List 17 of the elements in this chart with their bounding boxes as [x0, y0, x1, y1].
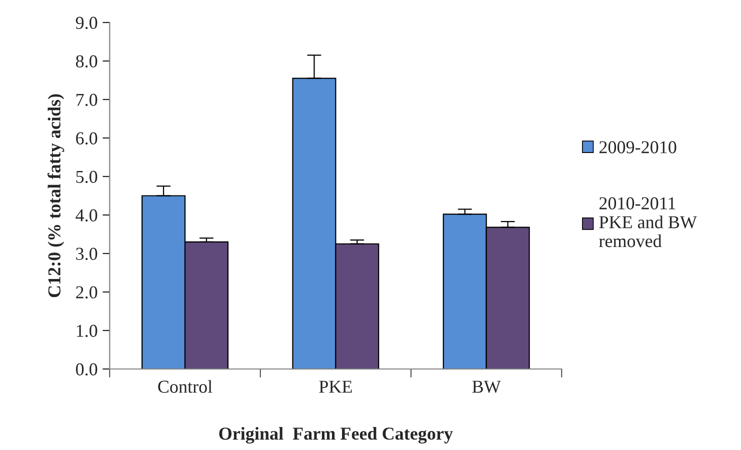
x-tick-label: BW — [472, 380, 501, 393]
y-tick-label: 3.0 — [76, 248, 98, 260]
y-tick-label: 4.0 — [76, 209, 98, 222]
y-tick-label: 0.0 — [76, 363, 98, 376]
y-tick-label: 7.0 — [76, 94, 98, 106]
y-tick-label: 1.0 — [76, 324, 98, 338]
legend-label: 2010-2011 PKE and BW removed — [599, 197, 697, 248]
x-tick-label: PKE — [319, 380, 352, 393]
y-tick-label: 9.0 — [76, 16, 98, 30]
legend-label: 2009-2010 — [599, 141, 676, 154]
x-axis-title: Original Farm Feed Category — [219, 427, 453, 444]
y-axis-title: C12:0 (% total fatty acids) — [48, 94, 64, 298]
y-tick-label: 2.0 — [76, 286, 98, 299]
y-tick-label: 6.0 — [76, 132, 98, 145]
y-tick-label: 8.0 — [76, 55, 98, 68]
y-tick-label: 5.0 — [76, 170, 98, 184]
x-tick-label: Control — [158, 380, 212, 393]
